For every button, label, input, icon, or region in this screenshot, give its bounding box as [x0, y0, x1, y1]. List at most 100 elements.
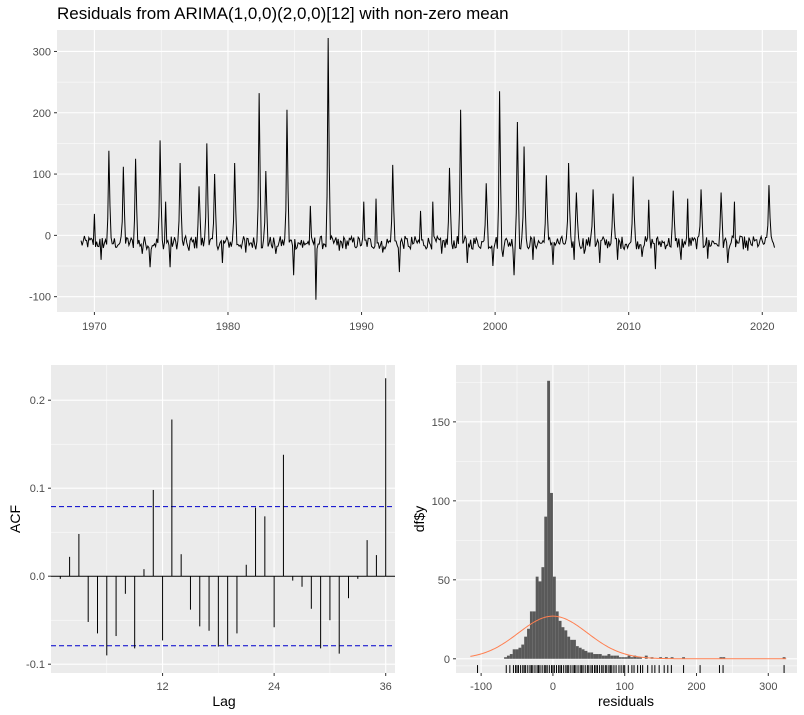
histogram-bar [610, 655, 614, 659]
histogram-bar [782, 657, 786, 659]
y-tick-label: 0.2 [30, 395, 45, 407]
histogram-bars [504, 380, 786, 659]
panel-background [456, 365, 797, 673]
histogram-bar [595, 654, 599, 659]
histogram-bar [524, 636, 528, 659]
histogram-bar [527, 628, 530, 659]
histogram-bar [636, 657, 640, 659]
x-tick-label: 2000 [483, 321, 507, 333]
histogram-bar [621, 657, 625, 659]
normal-density-curve [470, 615, 787, 660]
x-tick-label: 1970 [82, 321, 106, 333]
y-tick-label: -100 [29, 292, 51, 304]
histogram-bar [616, 655, 619, 659]
y-tick-label: 0.1 [30, 483, 45, 495]
histogram-bar [581, 649, 585, 659]
y-axis-ticks: -0.1 0.0 0.1 0.2 [26, 395, 51, 671]
histogram-bar [532, 611, 536, 659]
histogram-bar [722, 657, 726, 659]
panel-background [51, 365, 395, 673]
acf-panel: 12 24 36 -0.1 0.0 0.1 0.2 Lag ACF [7, 365, 395, 709]
histogram-bar [639, 657, 642, 659]
x-tick-label: 2010 [616, 321, 640, 333]
y-tick-label: 0 [45, 230, 51, 242]
histogram-bar [682, 657, 686, 659]
x-tick-label: 200 [687, 681, 705, 693]
histogram-bar [590, 652, 594, 659]
histogram-bar [573, 639, 576, 659]
histogram-bar [552, 576, 556, 659]
histogram-bar [547, 380, 551, 659]
x-tick-label: 0 [550, 681, 556, 693]
histogram-bar [578, 647, 582, 659]
y-axis-label: df$y [411, 506, 427, 532]
x-tick-label: 36 [380, 681, 392, 693]
histogram-bar [541, 567, 545, 659]
histogram-bar [627, 655, 631, 659]
histogram-bar [598, 654, 602, 659]
histogram-bar [575, 646, 579, 659]
histogram-bar [570, 639, 574, 659]
histogram-bar [558, 620, 562, 659]
x-tick-label: -100 [470, 681, 492, 693]
x-tick-label: 1980 [216, 321, 240, 333]
x-axis-ticks: -100 0 100 200 300 [470, 673, 777, 693]
x-tick-label: 24 [268, 681, 280, 693]
histogram-bar [607, 654, 611, 659]
chart-title: Residuals from ARIMA(1,0,0)(2,0,0)[12] w… [57, 4, 509, 23]
y-tick-label: -0.1 [26, 659, 45, 671]
histogram-bar [604, 655, 608, 659]
y-tick-label: 100 [432, 496, 450, 508]
x-tick-label: 1990 [349, 321, 373, 333]
panel-background [57, 30, 797, 312]
grid-lines [57, 30, 797, 312]
histogram-bar [504, 657, 507, 659]
histogram-bar [633, 655, 637, 659]
x-axis-ticks: 12 24 36 [156, 673, 392, 693]
histogram-bar [613, 655, 617, 659]
histogram-bar [618, 657, 622, 659]
histogram-bar [670, 657, 674, 659]
histogram-bar [555, 611, 559, 659]
y-tick-label: 300 [33, 46, 51, 58]
x-axis-label: Lag [212, 693, 235, 709]
histogram-bar [550, 492, 553, 659]
histogram-bar [544, 516, 548, 659]
y-tick-label: 150 [432, 417, 450, 429]
y-tick-label: 0.0 [30, 571, 45, 583]
acf-bars [59, 378, 387, 656]
y-tick-label: 100 [33, 169, 51, 181]
histogram-bar [584, 650, 588, 659]
x-tick-label: 100 [616, 681, 634, 693]
histogram-bar [564, 630, 568, 659]
x-tick-label: 12 [156, 681, 168, 693]
histogram-bar [630, 657, 634, 659]
histogram-bar [535, 576, 539, 659]
histogram-bar [506, 655, 510, 659]
y-axis-label: ACF [7, 505, 23, 533]
histogram-bar [719, 657, 723, 659]
histogram-bar [509, 654, 513, 659]
residuals-rug [477, 665, 785, 673]
y-tick-label: 200 [33, 108, 51, 120]
histogram-bar [587, 652, 591, 659]
histogram-bar [593, 654, 596, 659]
histogram-bar [529, 611, 533, 659]
x-axis-label: residuals [598, 693, 654, 709]
histogram-bar [624, 657, 628, 659]
histogram-bar [567, 636, 571, 659]
histogram-bar [561, 627, 565, 659]
histogram-bar [518, 647, 522, 659]
histogram-bar [515, 649, 519, 659]
y-axis-ticks: 0 50 100 150 [432, 417, 456, 666]
histogram-bar [512, 649, 516, 659]
histogram-bar [601, 655, 605, 659]
y-tick-label: 0 [444, 654, 450, 666]
x-tick-label: 2020 [750, 321, 774, 333]
y-axis-ticks: -100 0 100 200 300 [29, 46, 57, 304]
residuals-time-series-panel: 1970 1980 1990 2000 2010 2020 -100 0 100 200 300 [29, 30, 797, 333]
x-tick-label: 300 [759, 681, 777, 693]
histogram-bar [538, 581, 542, 659]
residuals-series-line [80, 37, 776, 300]
